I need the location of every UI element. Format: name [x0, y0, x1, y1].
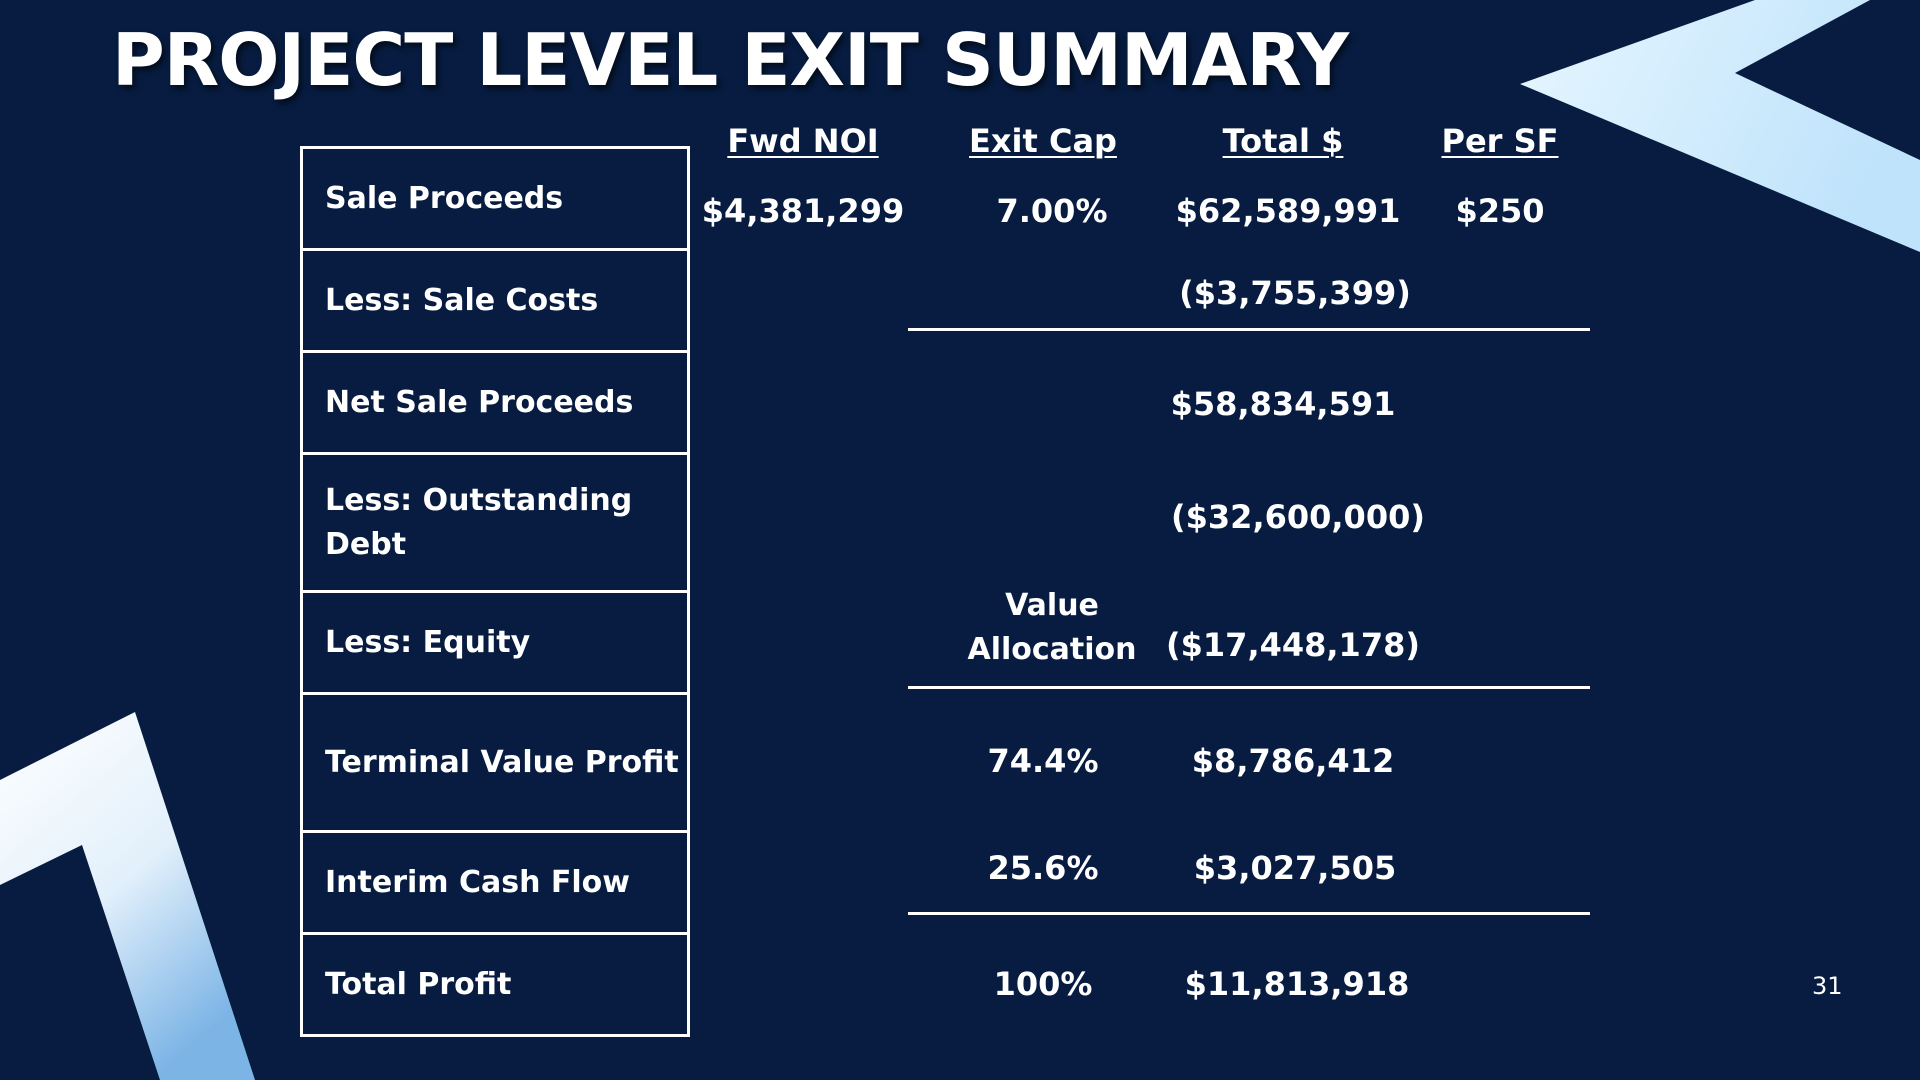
bottom-left-chevron	[0, 712, 255, 1080]
row-label-sale-costs: Less: Sale Costs	[300, 248, 690, 353]
row-label-equity: Less: Equity	[300, 590, 690, 695]
outstanding-debt-total: ($32,600,000)	[1171, 498, 1425, 536]
header-exit-cap: Exit Cap	[969, 122, 1117, 160]
row-label-outstanding-debt: Less: Outstanding Debt	[300, 452, 690, 593]
row-label-terminal-value-profit: Terminal Value Profit	[300, 692, 690, 833]
sale-proceeds-total: $62,589,991	[1175, 192, 1401, 230]
equity-total: ($17,448,178)	[1166, 626, 1420, 664]
page-title: PROJECT LEVEL EXIT SUMMARY	[112, 18, 1349, 102]
value-allocation-label: Value Allocation	[967, 588, 1137, 667]
divider-line	[908, 686, 1590, 689]
header-fwd-noi: Fwd NOI	[727, 122, 879, 160]
sale-costs-total: ($3,755,399)	[1179, 274, 1411, 312]
terminal-value-allocation: 74.4%	[987, 742, 1099, 780]
top-right-chevron	[1520, 0, 1920, 252]
row-label-net-sale-proceeds: Net Sale Proceeds	[300, 350, 690, 455]
header-total: Total $	[1222, 122, 1344, 160]
divider-line	[908, 912, 1590, 915]
total-profit-allocation: 100%	[993, 965, 1093, 1003]
total-profit-total: $11,813,918	[1184, 965, 1410, 1003]
terminal-value-total: $8,786,412	[1191, 742, 1395, 780]
sale-proceeds-per-sf: $250	[1455, 192, 1545, 230]
sale-proceeds-fwd-noi: $4,381,299	[701, 192, 905, 230]
net-sale-proceeds-total: $58,834,591	[1170, 385, 1396, 423]
interim-cash-flow-total: $3,027,505	[1193, 849, 1397, 887]
sale-proceeds-exit-cap: 7.00%	[996, 192, 1108, 230]
row-label-sale-proceeds: Sale Proceeds	[300, 146, 690, 251]
row-label-total-profit: Total Profit	[300, 932, 690, 1037]
header-per-sf: Per SF	[1441, 122, 1559, 160]
divider-line	[908, 328, 1590, 331]
page-number: 31	[1812, 972, 1843, 1000]
row-label-interim-cash-flow: Interim Cash Flow	[300, 830, 690, 935]
interim-cash-flow-allocation: 25.6%	[987, 849, 1099, 887]
